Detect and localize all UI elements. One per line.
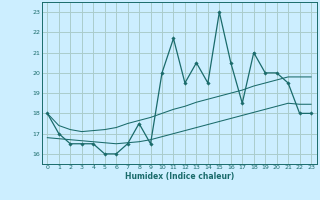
X-axis label: Humidex (Indice chaleur): Humidex (Indice chaleur)	[124, 172, 234, 181]
